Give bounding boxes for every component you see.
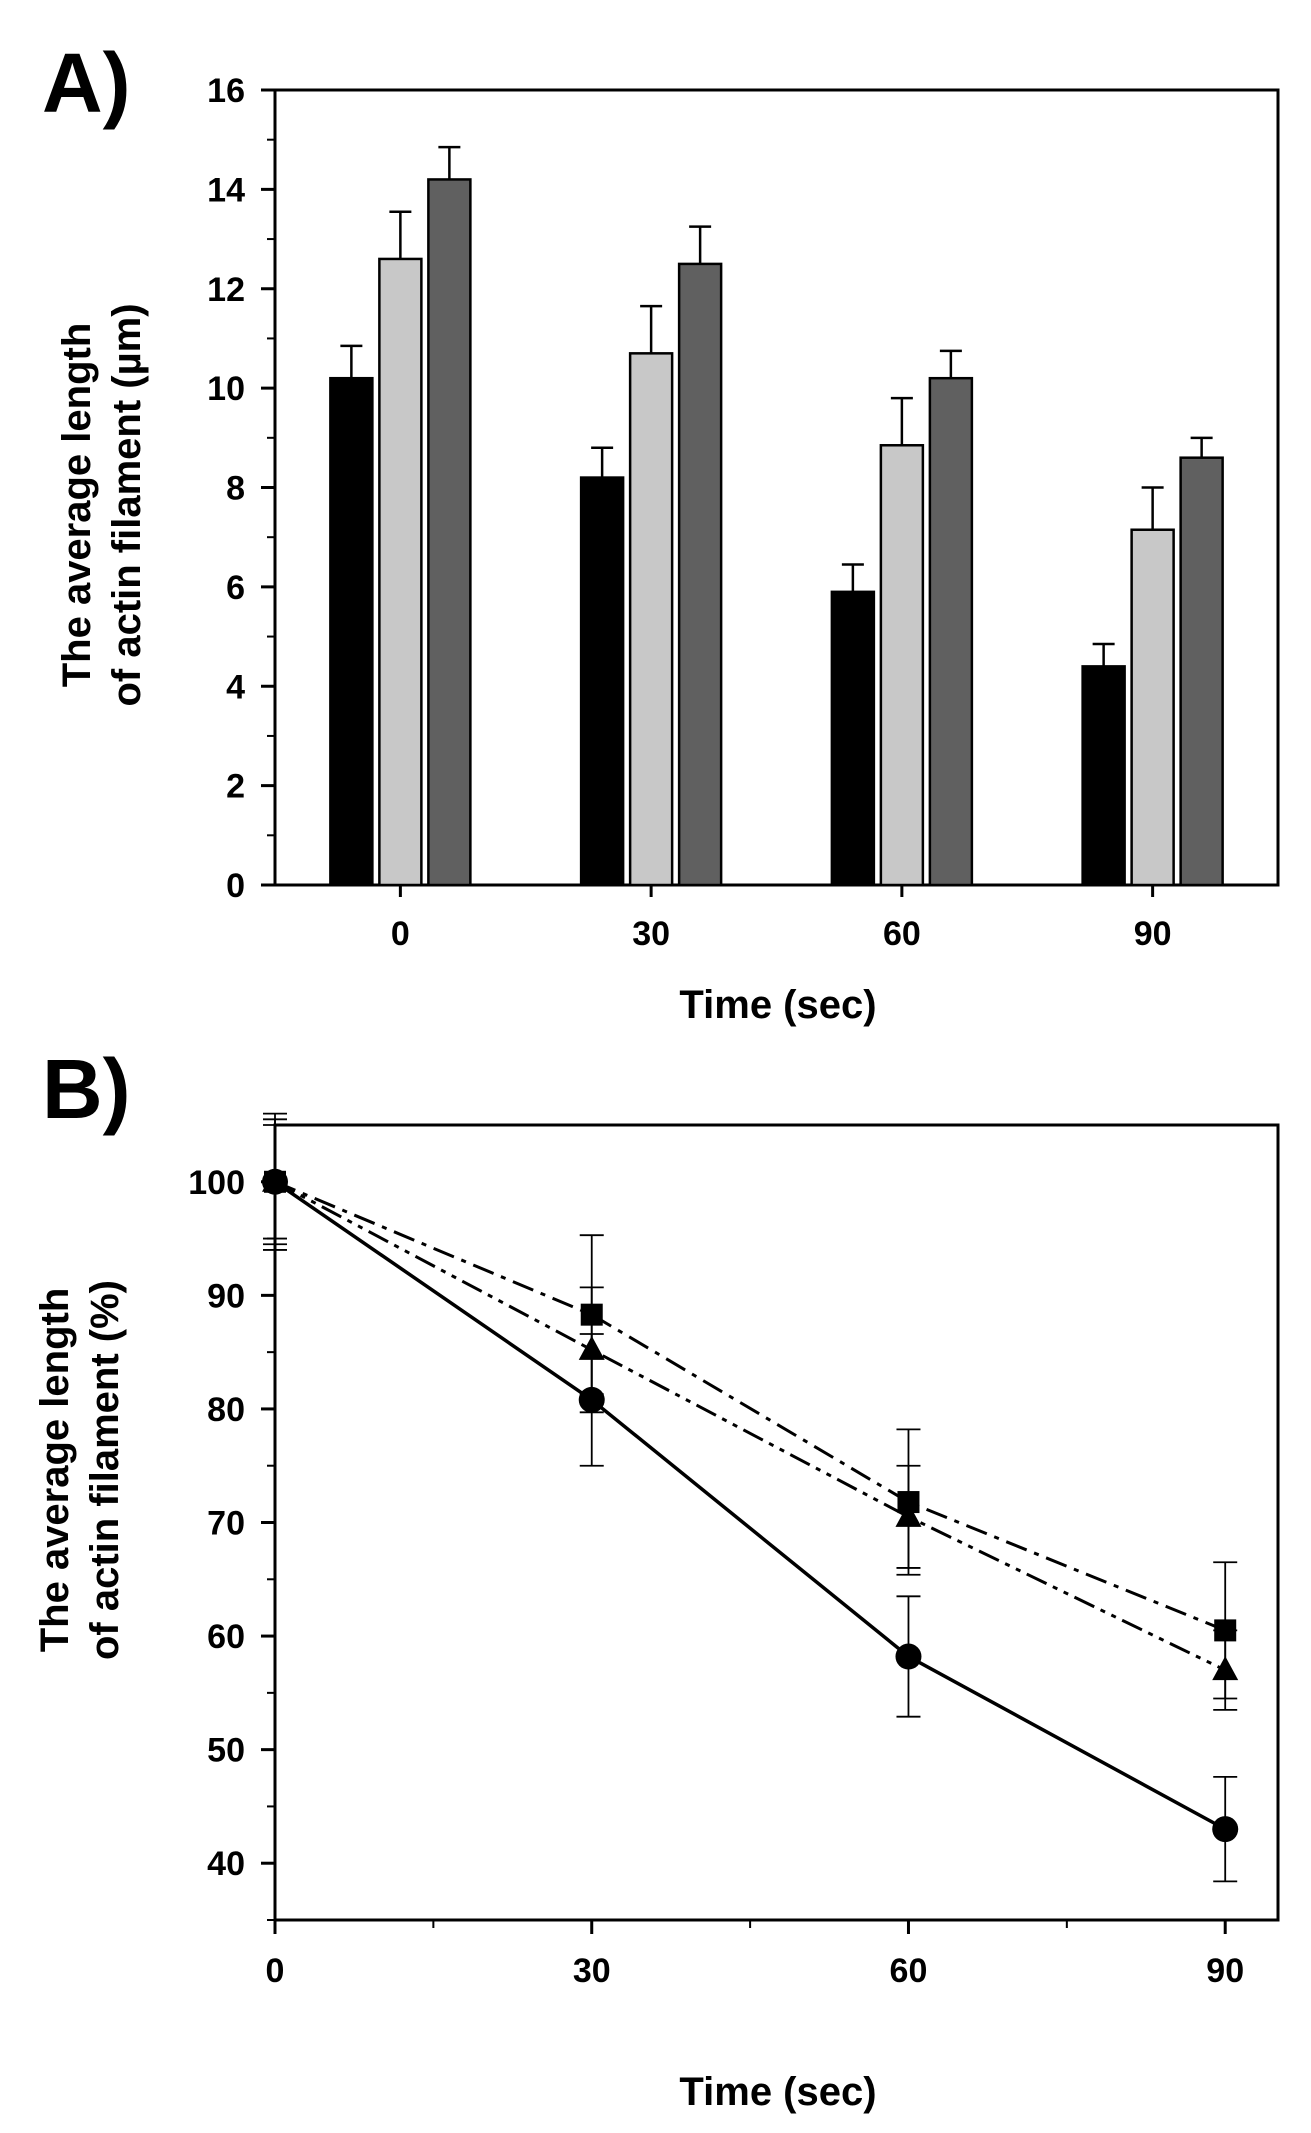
- panel-a-y-title-line2: of actin filament (µm): [105, 303, 149, 706]
- panel-b-y-tick-label: 40: [207, 1845, 245, 1883]
- panel-b-marker-circle: [578, 1386, 605, 1413]
- panel-b-y-tick-label: 100: [188, 1164, 245, 1202]
- panel-a-y-tick-label: 2: [226, 768, 245, 806]
- panel-a-label: A): [42, 36, 131, 130]
- panel-b-y-tick-label: 90: [207, 1277, 245, 1315]
- panel-b-label: B): [42, 1042, 131, 1136]
- panel-a-y-axis-title: The average length of actin filament (µm…: [55, 303, 149, 706]
- panel-a-bar-black: [329, 376, 374, 887]
- panel-b-axes: 40 50 60 70 80 90 100 0 30 60 90: [188, 1123, 1280, 1990]
- panel-a-y-tick-label: 14: [207, 171, 245, 209]
- panel-b-marker-circle: [1212, 1816, 1239, 1843]
- panel-b-y-tick-label: 80: [207, 1391, 245, 1429]
- panel-b-marker-triangle: [578, 1335, 605, 1360]
- panel-b-x-axis-title: Time (sec): [679, 2070, 876, 2114]
- panel-a-y-tick-label: 4: [226, 668, 245, 706]
- panel-b-series: [262, 1112, 1239, 1883]
- panel-b-line-square-dashdot: [274, 1180, 1226, 1632]
- panel-a-y-tick-label: 12: [207, 271, 245, 309]
- panel-a-bar-light-gray: [628, 352, 674, 887]
- panel-b-y-title-line1: The average length: [33, 1288, 77, 1653]
- panel-a-plot-frame: [273, 88, 1280, 887]
- panel-b-y-tick-label: 60: [207, 1618, 245, 1656]
- panel-a-bar-black: [579, 476, 625, 887]
- panel-b-marker-square: [1214, 1619, 1237, 1642]
- panel-a-y-tick-label: 8: [226, 470, 245, 508]
- panel-b-marker-square: [897, 1491, 920, 1514]
- panel-b-x-tick-label: 90: [1206, 1952, 1244, 1990]
- panel-b-line-circle-solid: [274, 1180, 1227, 1831]
- panel-b-marker-triangle: [895, 1502, 922, 1527]
- panel-b-line-chart: B) The average length of actin filament …: [33, 1042, 1280, 2114]
- panel-a-bar-chart: A) The average length of actin filament …: [42, 36, 1280, 1027]
- panel-a-axes: 0 2 4 6 8 10 12 14 16 0 30 60 90: [207, 72, 1280, 953]
- panel-b-y-tick-label: 70: [207, 1505, 245, 1543]
- panel-a-bar-black: [830, 590, 876, 887]
- panel-a-x-tick-label: 30: [632, 915, 670, 953]
- panel-a-bar-dark-gray: [928, 376, 974, 887]
- panel-b-y-axis-title: The average length of actin filament (%): [33, 1280, 127, 1660]
- panel-a-bar-light-gray: [879, 444, 925, 887]
- panel-a-y-title-line1: The average length: [55, 323, 99, 688]
- panel-a-bar-light-gray: [378, 257, 423, 887]
- panel-b-y-tick-label: 50: [207, 1732, 245, 1770]
- panel-a-x-tick-label: 0: [391, 915, 410, 953]
- panel-b-line-triangle-dashdotdot: [274, 1180, 1226, 1672]
- panel-b-x-tick-label: 0: [266, 1952, 285, 1990]
- panel-a-bars: [329, 145, 1224, 887]
- panel-a-x-tick-label: 60: [883, 915, 921, 953]
- panel-a-bar-light-gray: [1130, 528, 1175, 887]
- panel-a-bar-dark-gray: [427, 178, 472, 887]
- panel-a-y-tick-label: 16: [207, 72, 245, 110]
- panel-b-marker-square: [580, 1303, 603, 1326]
- panel-b-marker-triangle: [1212, 1656, 1239, 1681]
- panel-a-y-tick-label: 10: [207, 370, 245, 408]
- panel-b-marker-triangle: [262, 1167, 288, 1192]
- panel-a-bar-black: [1081, 665, 1126, 887]
- panel-b-x-tick-label: 30: [573, 1952, 611, 1990]
- panel-b-y-title-line2: of actin filament (%): [83, 1280, 127, 1660]
- panel-a-x-tick-label: 90: [1134, 915, 1172, 953]
- panel-a-bar-dark-gray: [1179, 456, 1224, 887]
- panel-a-y-tick-label: 6: [226, 569, 245, 607]
- panel-b-x-tick-label: 60: [890, 1952, 928, 1990]
- panel-a-x-axis-title: Time (sec): [679, 983, 876, 1027]
- panel-a-bar-dark-gray: [677, 262, 723, 887]
- panel-a-y-tick-label: 0: [226, 867, 245, 905]
- panel-b-marker-circle: [895, 1643, 922, 1670]
